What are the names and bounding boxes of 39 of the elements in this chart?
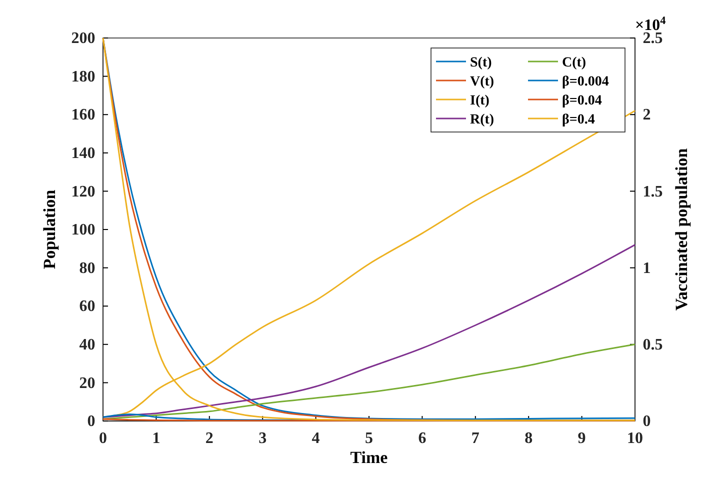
y2-tick-label: 0 bbox=[642, 413, 651, 430]
x-tick-label: 1 bbox=[152, 430, 160, 448]
y-tick-label: 60 bbox=[79, 298, 96, 316]
y2-tick-label: 0.5 bbox=[642, 336, 663, 354]
legend-label: S(t) bbox=[470, 56, 492, 70]
legend-label: β=0.004 bbox=[562, 74, 609, 90]
y-tick-label: 40 bbox=[79, 336, 96, 354]
x-tick-label: 4 bbox=[312, 430, 320, 448]
y2-axis-title: Vaccinated population bbox=[672, 148, 691, 311]
x-tick-label: 5 bbox=[365, 430, 373, 448]
y-tick-label: 200 bbox=[71, 30, 96, 48]
y-tick-label: 20 bbox=[79, 374, 96, 392]
x-tick-label: 10 bbox=[627, 430, 643, 448]
x-tick-label: 2 bbox=[205, 430, 214, 448]
y-tick-label: 0 bbox=[87, 413, 96, 430]
x-tick-label: 6 bbox=[418, 430, 426, 448]
legend-label: I(t) bbox=[470, 94, 490, 108]
y-axis-title: Population bbox=[40, 189, 59, 270]
x-tick-label: 3 bbox=[258, 430, 267, 448]
x-tick-label: 8 bbox=[524, 430, 533, 448]
y-tick-label: 180 bbox=[71, 68, 96, 86]
legend-label: V(t) bbox=[470, 74, 494, 90]
legend-label: β=0.04 bbox=[562, 94, 602, 108]
legend-label: C(t) bbox=[562, 56, 586, 70]
y2-tick-label: 2.5 bbox=[642, 30, 663, 48]
y-tick-label: 80 bbox=[79, 260, 96, 277]
x-tick-label: 7 bbox=[471, 430, 480, 448]
y-tick-label: 140 bbox=[71, 145, 96, 162]
x-tick-label: 0 bbox=[99, 430, 107, 448]
x-tick-label: 9 bbox=[578, 430, 586, 448]
x-axis-title: Time bbox=[350, 448, 388, 467]
y-tick-label: 100 bbox=[71, 222, 96, 239]
y2-tick-label: 1.5 bbox=[642, 183, 663, 200]
legend-label: β=0.4 bbox=[562, 112, 595, 128]
y2-tick-label: 2 bbox=[642, 106, 651, 124]
y-tick-label: 160 bbox=[71, 106, 96, 124]
legend-label: R(t) bbox=[470, 112, 494, 128]
y2-tick-label: 1 bbox=[642, 260, 651, 277]
y-tick-label: 120 bbox=[71, 183, 96, 200]
